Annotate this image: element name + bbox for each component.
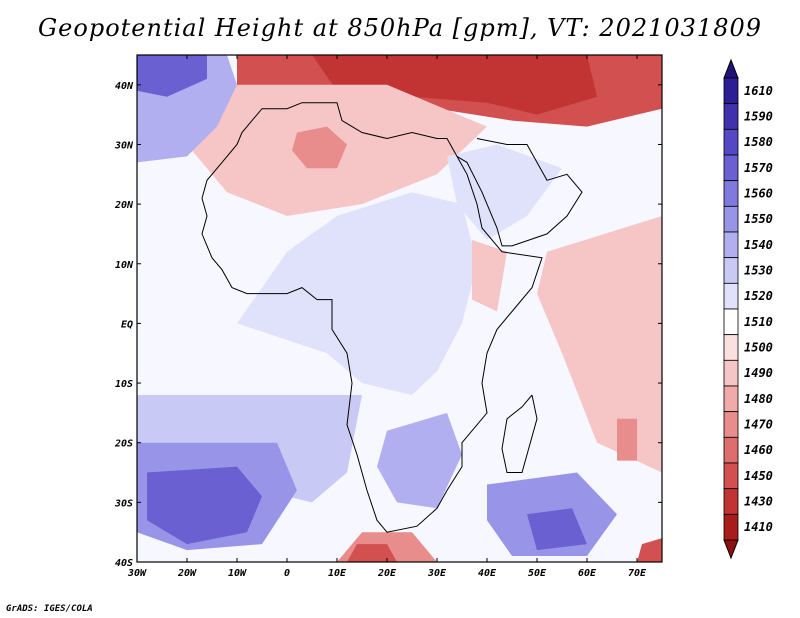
colorbar-label: 1540 (744, 238, 773, 252)
y-tick-label: 20N (114, 200, 134, 211)
colorbar-swatch (723, 385, 739, 413)
x-tick-label: 10E (328, 568, 347, 579)
colorbar-bottom-arrow (723, 539, 739, 560)
y-tick-label: 10N (115, 260, 134, 271)
colorbar-label: 1470 (744, 418, 773, 432)
x-tick-label: 40E (478, 568, 497, 579)
field-arabia-blue (447, 144, 562, 240)
field-nw-atlantic-deep (137, 55, 207, 97)
field-indian-ocean-pink (537, 216, 662, 473)
coastlines (201, 102, 583, 533)
field-algeria-red (292, 126, 347, 169)
colorbar-label: 1560 (744, 187, 773, 201)
x-tick-label: 70E (628, 568, 647, 579)
africa-coastline (201, 102, 543, 533)
colorbar-label: 1490 (744, 366, 773, 380)
colorbar-swatch (723, 282, 739, 310)
x-tick-label: 20W (177, 568, 197, 579)
colorbar-swatch (723, 436, 739, 464)
colorbar-label: 1480 (744, 392, 773, 406)
field-central-africa-blue (237, 192, 477, 395)
x-tick-label: 10W (228, 568, 247, 579)
x-tick-label: 50E (528, 568, 547, 579)
y-tick-label: 20S (114, 439, 133, 450)
field-south-atlantic-deep (147, 466, 262, 545)
field-south-deep-red (347, 544, 397, 562)
arabia-coastline (456, 138, 583, 247)
y-tick-label: 40S (115, 558, 133, 569)
colorbar-swatch (723, 488, 739, 515)
y-tick-label: 40N (115, 81, 134, 92)
colorbar-top-arrow (723, 58, 739, 79)
colorbar-swatch (723, 154, 739, 182)
colorbar-label: 1550 (744, 212, 773, 226)
colorbar-swatch (723, 308, 739, 336)
field-horn-pink (472, 239, 507, 312)
colorbar-label: 1510 (744, 315, 773, 329)
x-tick-label: 20E (377, 568, 397, 579)
colorbar-swatch (723, 411, 739, 438)
colorbar-swatch (723, 359, 739, 387)
colorbar-label: 1590 (744, 110, 773, 124)
y-tick-label: 10S (115, 379, 133, 390)
colorbar-swatch (723, 513, 739, 541)
x-tick-label: 30E (427, 568, 447, 579)
colorbar-swatch (723, 103, 739, 130)
colorbar-label: 1460 (744, 443, 773, 457)
map-title: Geopotential Height at 850hPa [gpm], VT:… (38, 14, 762, 42)
colorbar-label: 1410 (744, 520, 773, 534)
x-tick-label: 30W (127, 568, 147, 579)
colorbar-swatch (723, 180, 739, 207)
axis-ticks: 30W 20W 10W 0 10E 20E 30E 40E 50E 60E 70E 40N 30N 20N… (114, 55, 662, 579)
colorbar-swatch (723, 205, 739, 233)
colorbar-swatch (723, 334, 739, 361)
y-tick-label: 30N (114, 140, 134, 151)
colorbar-label: 1430 (744, 495, 773, 509)
colorbar-swatch (723, 77, 739, 105)
colorbar-label: 1520 (744, 289, 773, 303)
colorbar-label: 1580 (744, 135, 773, 149)
colorbar-swatch (723, 231, 739, 259)
colorbar-swatch (723, 128, 739, 156)
colorbar-label: 1610 (744, 84, 773, 98)
colorbar: 1610 1590 1580 1570 1560 1550 1540 1530 1520 1510… (723, 58, 773, 560)
colorbar-label: 1450 (744, 469, 773, 483)
field-se-corner-red (637, 538, 662, 562)
colorbar-label: 1530 (744, 264, 773, 278)
field-madagascar-red (617, 418, 637, 461)
colorbar-label: 1570 (744, 161, 773, 175)
map-frame (136, 54, 663, 563)
y-tick-label: EQ (121, 319, 133, 330)
x-tick-label: 0 (284, 568, 290, 579)
colorbar-label: 1500 (744, 341, 773, 355)
colorbar-swatch (723, 462, 739, 490)
x-tick-label: 60E (578, 568, 597, 579)
geopotential-field (137, 55, 662, 562)
field-southern-africa-blue (377, 412, 462, 509)
y-tick-label: 30S (114, 498, 133, 509)
field-sw-indian-deep (527, 508, 587, 551)
field-north-deep-red (312, 55, 597, 115)
colorbar-swatch (723, 257, 739, 284)
grads-credit: GrADS: IGES/COLA (6, 604, 93, 614)
madagascar-coastline (501, 394, 538, 473)
